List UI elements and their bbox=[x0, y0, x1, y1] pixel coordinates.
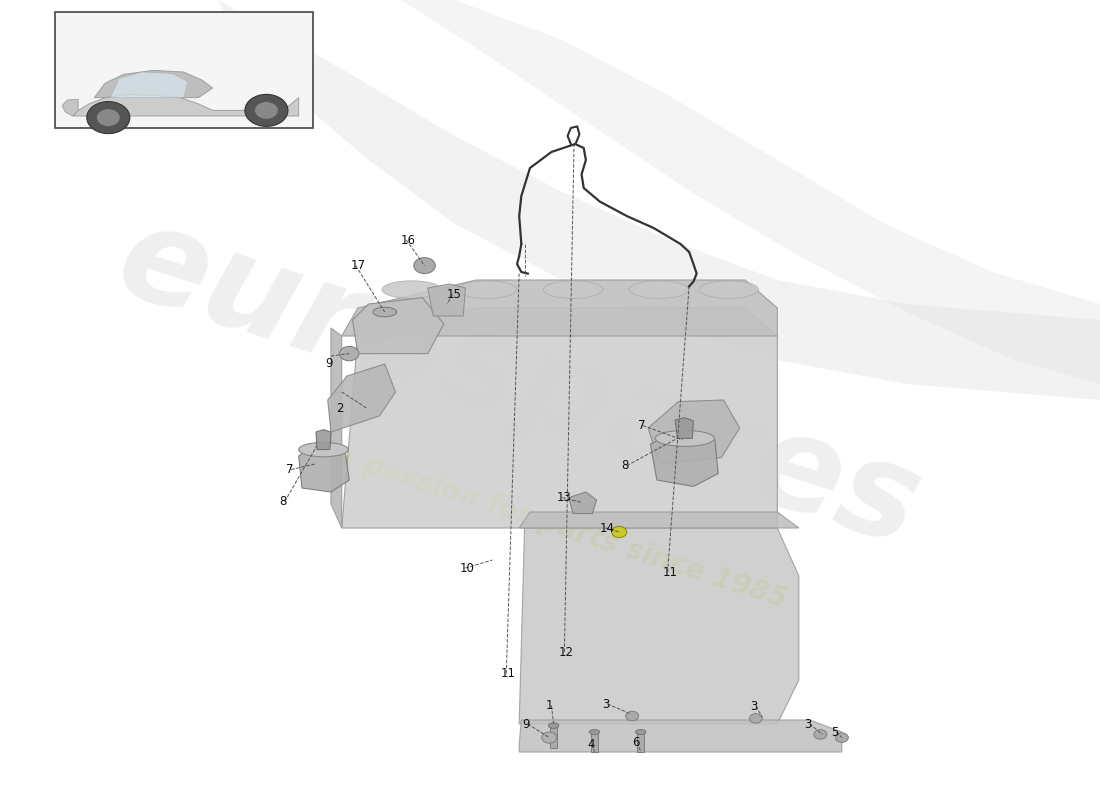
Circle shape bbox=[814, 730, 827, 739]
Text: 8: 8 bbox=[279, 495, 287, 508]
Text: a passion for parts since 1985: a passion for parts since 1985 bbox=[333, 442, 791, 614]
Polygon shape bbox=[95, 70, 212, 98]
Circle shape bbox=[749, 714, 762, 723]
Text: 3: 3 bbox=[750, 700, 758, 713]
Text: eurospares: eurospares bbox=[102, 194, 936, 574]
Text: 16: 16 bbox=[400, 234, 416, 246]
Polygon shape bbox=[110, 72, 188, 98]
Polygon shape bbox=[675, 418, 693, 438]
Polygon shape bbox=[316, 430, 331, 450]
Polygon shape bbox=[62, 99, 78, 116]
Text: 11: 11 bbox=[500, 667, 516, 680]
Text: 17: 17 bbox=[350, 259, 365, 272]
Circle shape bbox=[835, 733, 848, 742]
Circle shape bbox=[626, 711, 639, 721]
Polygon shape bbox=[519, 528, 799, 724]
Text: 7: 7 bbox=[638, 419, 645, 432]
Text: 6: 6 bbox=[632, 736, 639, 749]
Circle shape bbox=[254, 102, 278, 119]
Text: 9: 9 bbox=[326, 358, 333, 370]
Text: 2: 2 bbox=[337, 402, 344, 414]
Circle shape bbox=[612, 526, 627, 538]
Text: 5: 5 bbox=[832, 726, 838, 738]
Polygon shape bbox=[650, 430, 718, 486]
Bar bbox=[637, 732, 645, 752]
Polygon shape bbox=[331, 328, 342, 528]
Ellipse shape bbox=[590, 730, 600, 734]
Text: 14: 14 bbox=[600, 522, 615, 534]
Circle shape bbox=[542, 732, 557, 743]
Polygon shape bbox=[299, 442, 349, 492]
Text: 9: 9 bbox=[522, 718, 530, 730]
Text: 15: 15 bbox=[447, 288, 462, 301]
Text: 1: 1 bbox=[546, 699, 553, 712]
Ellipse shape bbox=[548, 723, 559, 728]
Text: 13: 13 bbox=[557, 491, 572, 504]
Polygon shape bbox=[342, 308, 778, 528]
Polygon shape bbox=[519, 512, 799, 528]
Circle shape bbox=[97, 109, 120, 126]
Ellipse shape bbox=[656, 430, 714, 446]
Ellipse shape bbox=[700, 281, 759, 298]
Ellipse shape bbox=[373, 307, 397, 317]
Ellipse shape bbox=[543, 281, 603, 298]
Polygon shape bbox=[328, 364, 396, 432]
Circle shape bbox=[87, 102, 130, 134]
Circle shape bbox=[340, 346, 359, 361]
Text: 4: 4 bbox=[587, 738, 594, 750]
Polygon shape bbox=[519, 720, 842, 752]
Bar bbox=[550, 726, 558, 748]
Polygon shape bbox=[428, 284, 465, 316]
Text: 3: 3 bbox=[602, 698, 609, 710]
Polygon shape bbox=[648, 400, 739, 464]
Circle shape bbox=[414, 258, 436, 274]
Text: 12: 12 bbox=[559, 646, 574, 658]
Polygon shape bbox=[73, 94, 299, 116]
Polygon shape bbox=[342, 280, 778, 336]
Ellipse shape bbox=[629, 281, 689, 298]
Ellipse shape bbox=[636, 730, 646, 734]
Text: 10: 10 bbox=[460, 562, 475, 574]
Ellipse shape bbox=[299, 442, 349, 457]
Polygon shape bbox=[352, 298, 444, 354]
Text: 3: 3 bbox=[804, 718, 812, 730]
Text: 11: 11 bbox=[662, 566, 678, 578]
Ellipse shape bbox=[382, 281, 441, 298]
Ellipse shape bbox=[458, 281, 517, 298]
Polygon shape bbox=[569, 492, 596, 514]
Text: 8: 8 bbox=[621, 459, 629, 472]
Polygon shape bbox=[400, 0, 1100, 384]
Circle shape bbox=[245, 94, 288, 126]
Bar bbox=[55, 12, 312, 128]
Polygon shape bbox=[218, 0, 1100, 400]
Text: 7: 7 bbox=[286, 463, 294, 476]
Bar bbox=[591, 732, 598, 752]
